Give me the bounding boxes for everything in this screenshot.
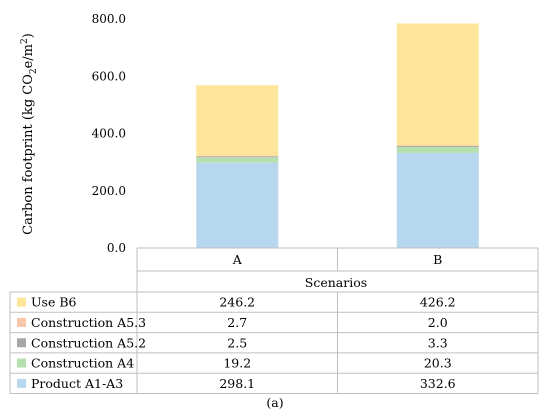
data-table-grid (9, 247, 539, 394)
legend-swatch (17, 338, 26, 348)
legend-label: Construction A5.2 (31, 335, 146, 350)
y-tick-label: 400.0 (92, 127, 126, 141)
legend-label: Use B6 (31, 295, 77, 310)
category-label: B (433, 252, 442, 267)
legend-swatch (17, 378, 26, 388)
legend-label: Construction A4 (31, 356, 134, 371)
data-label: 20.3 (424, 356, 452, 371)
data-label: 2.5 (227, 335, 247, 350)
data-label: 3.3 (428, 335, 448, 350)
y-tick-label: 200.0 (92, 184, 126, 198)
data-label: 246.2 (219, 295, 255, 310)
y-axis-ticks: 0.0 200.0 400.0 600.0 800.0 (92, 12, 126, 255)
legend-swatch (17, 317, 26, 327)
legend-label: Product A1-A3 (31, 376, 123, 391)
bar-segment (196, 85, 279, 156)
data-label: 332.6 (420, 376, 456, 391)
y-axis-title: Carbon footprint (kg CO2e/m2) (20, 33, 39, 235)
bar-segment (196, 156, 279, 158)
bar-segment (396, 146, 479, 147)
y-tick-label: 0.0 (107, 241, 126, 255)
legend-label: Construction A5.3 (31, 315, 146, 330)
data-label: 298.1 (219, 376, 255, 391)
y-tick-label: 800.0 (92, 12, 126, 26)
bar-segment (396, 146, 479, 153)
y-axis-label: Carbon footprint (kg CO2e/m2) (20, 33, 39, 235)
data-label: 2.7 (227, 315, 247, 330)
bar-segment (196, 157, 279, 163)
bar-segment (196, 155, 279, 157)
legend-swatch (17, 297, 26, 307)
figure-caption: (a) (266, 395, 283, 410)
bar-segment (396, 23, 479, 146)
category-label: A (232, 252, 243, 267)
x-axis-title: Scenarios (305, 275, 367, 290)
data-label: 426.2 (420, 295, 456, 310)
bar-segment (396, 152, 479, 248)
data-label: 19.2 (223, 356, 251, 371)
data-table-rows: Use B6 246.2 426.2 Construction A5.3 2.7 2.0 C… (17, 295, 456, 391)
bars (196, 23, 479, 248)
bar-segment (396, 145, 479, 147)
legend-swatch (17, 358, 26, 368)
data-label: 2.0 (428, 315, 448, 330)
bar-segment (196, 162, 279, 248)
y-tick-label: 600.0 (92, 69, 126, 83)
